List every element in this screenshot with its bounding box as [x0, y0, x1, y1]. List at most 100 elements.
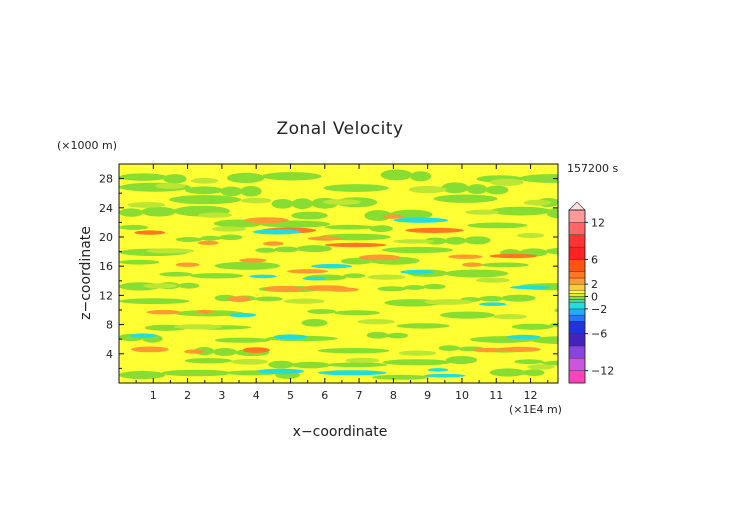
weak-negative-cell	[523, 199, 552, 206]
band-segment	[271, 199, 294, 209]
band-segment	[522, 369, 545, 376]
band-segment	[326, 362, 388, 368]
field-features	[127, 177, 555, 378]
colorbar-tick-label: 0	[591, 291, 598, 304]
band-segment	[161, 369, 232, 377]
colorbar-extend-arrow	[568, 201, 586, 211]
band-segment	[178, 282, 200, 289]
band-segment	[240, 186, 262, 197]
positive-cell	[324, 287, 359, 292]
strong-positive-cell	[324, 242, 387, 248]
x-tick-label: 12	[524, 389, 538, 402]
positive-cell	[462, 262, 483, 267]
positive-cell	[239, 258, 267, 263]
y-axis-unit: (×1000 m)	[57, 139, 117, 152]
x-axis-unit: (×1E4 m)	[509, 403, 562, 416]
x-tick-label: 2	[184, 389, 191, 402]
colorbar-tick-label: −6	[591, 328, 607, 341]
band-segment	[466, 184, 488, 195]
x-tick-label: 4	[253, 389, 260, 402]
band-segment	[490, 206, 552, 216]
band-segment	[119, 173, 168, 181]
band-segment	[445, 236, 467, 245]
y-axis: 4 8 12 16 20 24 28	[99, 173, 558, 369]
weak-negative-cell	[230, 358, 269, 365]
band-segment	[268, 360, 294, 369]
weak-negative-cell	[211, 226, 246, 232]
positive-cell	[448, 254, 483, 259]
band-segment	[219, 234, 243, 241]
band-segment	[404, 285, 425, 290]
weak-negative-cell	[398, 350, 437, 356]
positive-cell	[383, 214, 404, 219]
colorbar-swatch	[568, 259, 586, 272]
band-segment	[184, 358, 232, 364]
band-segment	[212, 347, 237, 356]
band-segment	[119, 298, 190, 305]
negative-cell	[506, 334, 541, 340]
band-segment	[467, 222, 528, 229]
colorbar-swatch	[568, 234, 586, 248]
colorbar-swatch	[568, 308, 586, 316]
band-segment	[343, 273, 366, 279]
y-tick-label: 20	[99, 231, 113, 244]
negative-cell	[249, 274, 277, 279]
positive-cell	[263, 241, 284, 246]
band-segment	[214, 337, 271, 343]
band-segment	[380, 169, 413, 181]
positive-cell	[307, 236, 342, 241]
weak-negative-cell	[173, 324, 222, 330]
heatmap-field	[119, 164, 558, 383]
positive-cell	[196, 309, 214, 314]
negative-cell	[393, 217, 449, 223]
colorbar-tick-label: −12	[591, 365, 614, 378]
band-segment	[440, 311, 495, 319]
colorbar-tick-label: −2	[591, 303, 607, 316]
chart-title: Zonal Velocity	[276, 119, 403, 139]
negative-cell	[424, 373, 466, 378]
band-segment	[301, 319, 328, 327]
negative-cell	[129, 333, 157, 338]
x-tick-label: 1	[150, 389, 157, 402]
band-segment	[119, 224, 149, 230]
strong-positive-cell	[134, 230, 166, 235]
x-tick-label: 6	[321, 389, 328, 402]
band-segment	[541, 360, 558, 366]
band-segment	[546, 207, 558, 219]
strong-positive-cell	[405, 227, 464, 233]
band-segment	[479, 295, 504, 302]
colorbar-swatch	[568, 290, 586, 294]
x-tick-label: 9	[424, 389, 431, 402]
positive-cell	[227, 296, 251, 302]
y-tick-label: 24	[99, 202, 113, 215]
weak-negative-cell	[197, 212, 233, 218]
weak-negative-cell	[527, 364, 555, 370]
band-segment	[364, 210, 393, 221]
band-segment	[200, 235, 221, 241]
band-segment	[511, 323, 554, 330]
negative-cell	[311, 264, 353, 269]
band-segment	[274, 246, 299, 253]
weak-negative-cell	[155, 183, 186, 189]
colorbar-swatch	[568, 246, 586, 260]
band-segment	[291, 361, 330, 369]
band-segment	[514, 359, 544, 365]
colorbar-tick-label: 6	[591, 253, 598, 266]
band-segment	[377, 286, 407, 292]
negative-cell	[256, 368, 305, 374]
weak-negative-cell	[146, 248, 195, 254]
positive-cell	[472, 347, 507, 353]
weak-negative-cell	[367, 274, 406, 280]
weak-negative-cell	[424, 299, 473, 305]
band-segment	[255, 247, 276, 253]
y-tick-label: 4	[106, 348, 113, 361]
weak-negative-cell	[345, 357, 380, 363]
colorbar-swatch	[568, 277, 586, 285]
negative-cell	[479, 302, 507, 307]
colorbar: 12 6 20−2 −6 −12	[568, 201, 614, 384]
band-segment	[382, 359, 452, 366]
plot-frame	[118, 163, 559, 384]
x-tick-label: 10	[455, 389, 469, 402]
band-segment	[254, 296, 283, 302]
positive-cell	[184, 349, 205, 354]
